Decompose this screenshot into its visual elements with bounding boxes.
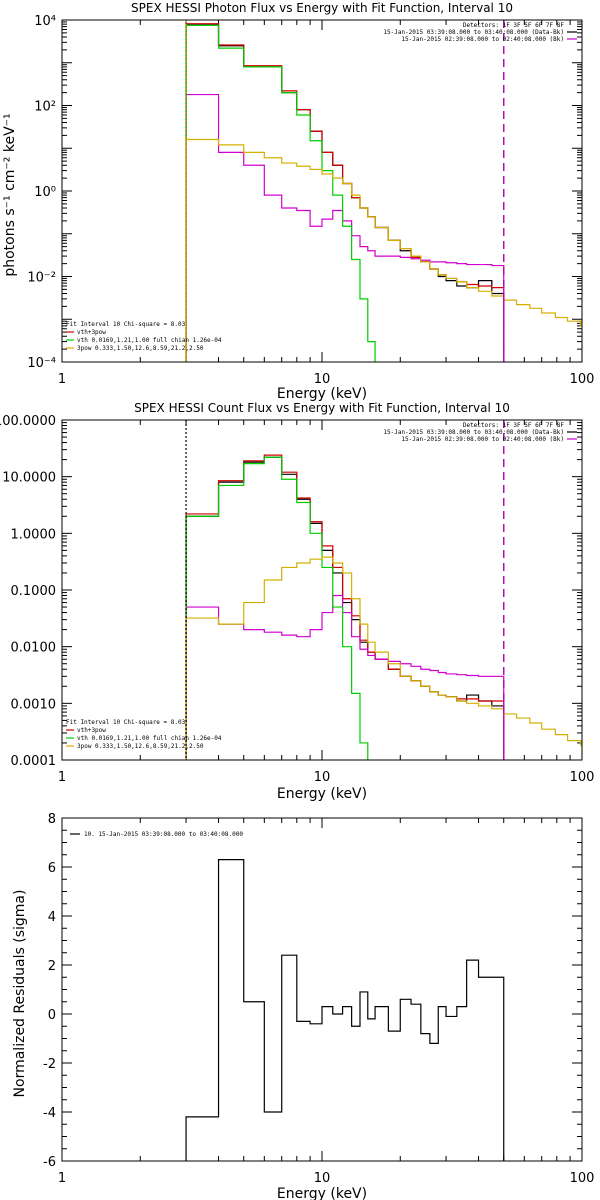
- y-tick-label: 1.0000: [11, 527, 57, 542]
- y-tick-label: 100.0000: [0, 414, 56, 429]
- plot-area: [185, 20, 582, 362]
- series-0-hist: [185, 23, 505, 362]
- fit-text: vth 0.0169,1.21,1.00 full chian 1.26e-04: [77, 735, 222, 742]
- legend-text: 10. 15-Jan-2015 03:39:08.000 to 03:40:08…: [84, 831, 243, 838]
- info-text: 15-Jan-2015 03:39:08.000 to 03:40:08.000…: [383, 29, 564, 36]
- x-axis-label: Energy (keV): [277, 1186, 367, 1200]
- y-tick-label: 10⁻⁴: [27, 356, 56, 371]
- series-3-hist: [185, 456, 369, 760]
- panel-3: 1 10 100 -6 -4 -2 0 2 4 6 8 Energy (keV) Normalized …: [12, 812, 594, 1200]
- series-1-hist: [185, 454, 505, 760]
- info-text: 15-Jan-2015 02:39:08.000 to 02:40:08.000…: [401, 36, 564, 43]
- y-tick-label: 0.1000: [11, 584, 57, 599]
- x-axis-label: Energy (keV): [277, 786, 367, 802]
- x-tick-label: 100: [570, 770, 595, 785]
- y-tick-label: 10⁴: [34, 14, 56, 29]
- y-tick-label: 10⁻²: [27, 271, 56, 286]
- fit-text: vth+3pow: [77, 727, 106, 734]
- y-tick-label: 0.0100: [11, 641, 57, 656]
- fit-text: 3pow 0.333,1.50,12.6,8.59,21.2,2.50: [77, 345, 204, 352]
- x-tick-label: 1: [58, 372, 66, 387]
- y-tick-label: -6: [43, 1155, 56, 1170]
- series-0-hist: [185, 859, 505, 1161]
- y-axis-label: Normalized Residuals (sigma): [12, 890, 28, 1098]
- x-ticks: [61, 20, 571, 362]
- panel-2: SPEX HESSI Count Flux vs Energy with Fit…: [0, 401, 594, 802]
- series-0-hist: [185, 456, 505, 760]
- y-tick-label: 10⁰: [34, 185, 56, 200]
- x-tick-label: 10: [314, 372, 331, 387]
- plot-area: [185, 420, 582, 760]
- x-ticks: [61, 818, 571, 1161]
- series-1-hist: [185, 23, 505, 362]
- y-tick-label: 0.0010: [11, 697, 57, 712]
- x-tick-label: 100: [570, 1171, 595, 1186]
- y-tick-label: 2: [48, 959, 56, 974]
- y-tick-label: 0.0001: [11, 754, 57, 769]
- y-tick-label: 6: [48, 861, 56, 876]
- chart-title: SPEX HESSI Photon Flux vs Energy with Fi…: [131, 1, 513, 15]
- y-tick-label: 10.0000: [2, 471, 56, 486]
- info-text: Detectors: 1F 3F 5F 6F 7F 8F: [463, 22, 565, 29]
- y-ticks: [62, 422, 582, 761]
- fit-text: Fit Interval 10 Chi-square = 8.03: [66, 321, 186, 328]
- y-tick-label: 0: [48, 1008, 56, 1023]
- plot-frame: [61, 419, 583, 761]
- series-4-hist: [185, 138, 582, 362]
- y-tick-label: 8: [48, 812, 56, 827]
- series-2-hist: [185, 93, 505, 362]
- series-4-hist: [185, 556, 582, 760]
- x-tick-label: 1: [58, 1171, 66, 1186]
- series-2-hist: [185, 594, 505, 760]
- fit-text: vth 0.0169,1.21,1.00 full chian 1.26e-04: [77, 337, 222, 344]
- fit-text: Fit Interval 10 Chi-square = 8.03: [66, 719, 186, 726]
- y-ticks: [62, 817, 582, 1162]
- x-axis-label: Energy (keV): [277, 386, 367, 402]
- y-tick-label: 4: [48, 910, 56, 925]
- fit-text: 3pow 0.333,1.50,12.6,8.59,21.2,2.50: [77, 743, 204, 750]
- series-3-hist: [185, 24, 376, 362]
- plot-frame: [61, 19, 583, 363]
- info-text: 15-Jan-2015 02:39:08.000 to 02:40:08.000…: [401, 436, 564, 443]
- fit-text: vth+3pow: [77, 329, 106, 336]
- x-tick-label: 10: [314, 770, 331, 785]
- y-tick-label: 10²: [34, 100, 56, 115]
- plot-frame: [61, 817, 583, 1162]
- y-axis-label: photons s⁻¹ cm⁻² keV⁻¹: [2, 113, 18, 276]
- plot-area: [185, 859, 505, 1161]
- x-tick-label: 1: [58, 770, 66, 785]
- y-tick-label: -4: [43, 1106, 56, 1121]
- info-text: Detectors: 1F 3F 5F 6F 7F 8F: [463, 422, 565, 429]
- x-tick-label: 100: [570, 372, 595, 387]
- chart-title: SPEX HESSI Count Flux vs Energy with Fit…: [134, 401, 510, 415]
- y-tick-label: -2: [43, 1057, 56, 1072]
- panel-1: SPEX HESSI Photon Flux vs Energy with Fi…: [2, 1, 594, 402]
- x-tick-label: 10: [314, 1171, 331, 1186]
- info-text: 15-Jan-2015 03:39:08.000 to 03:40:08.000…: [383, 429, 564, 436]
